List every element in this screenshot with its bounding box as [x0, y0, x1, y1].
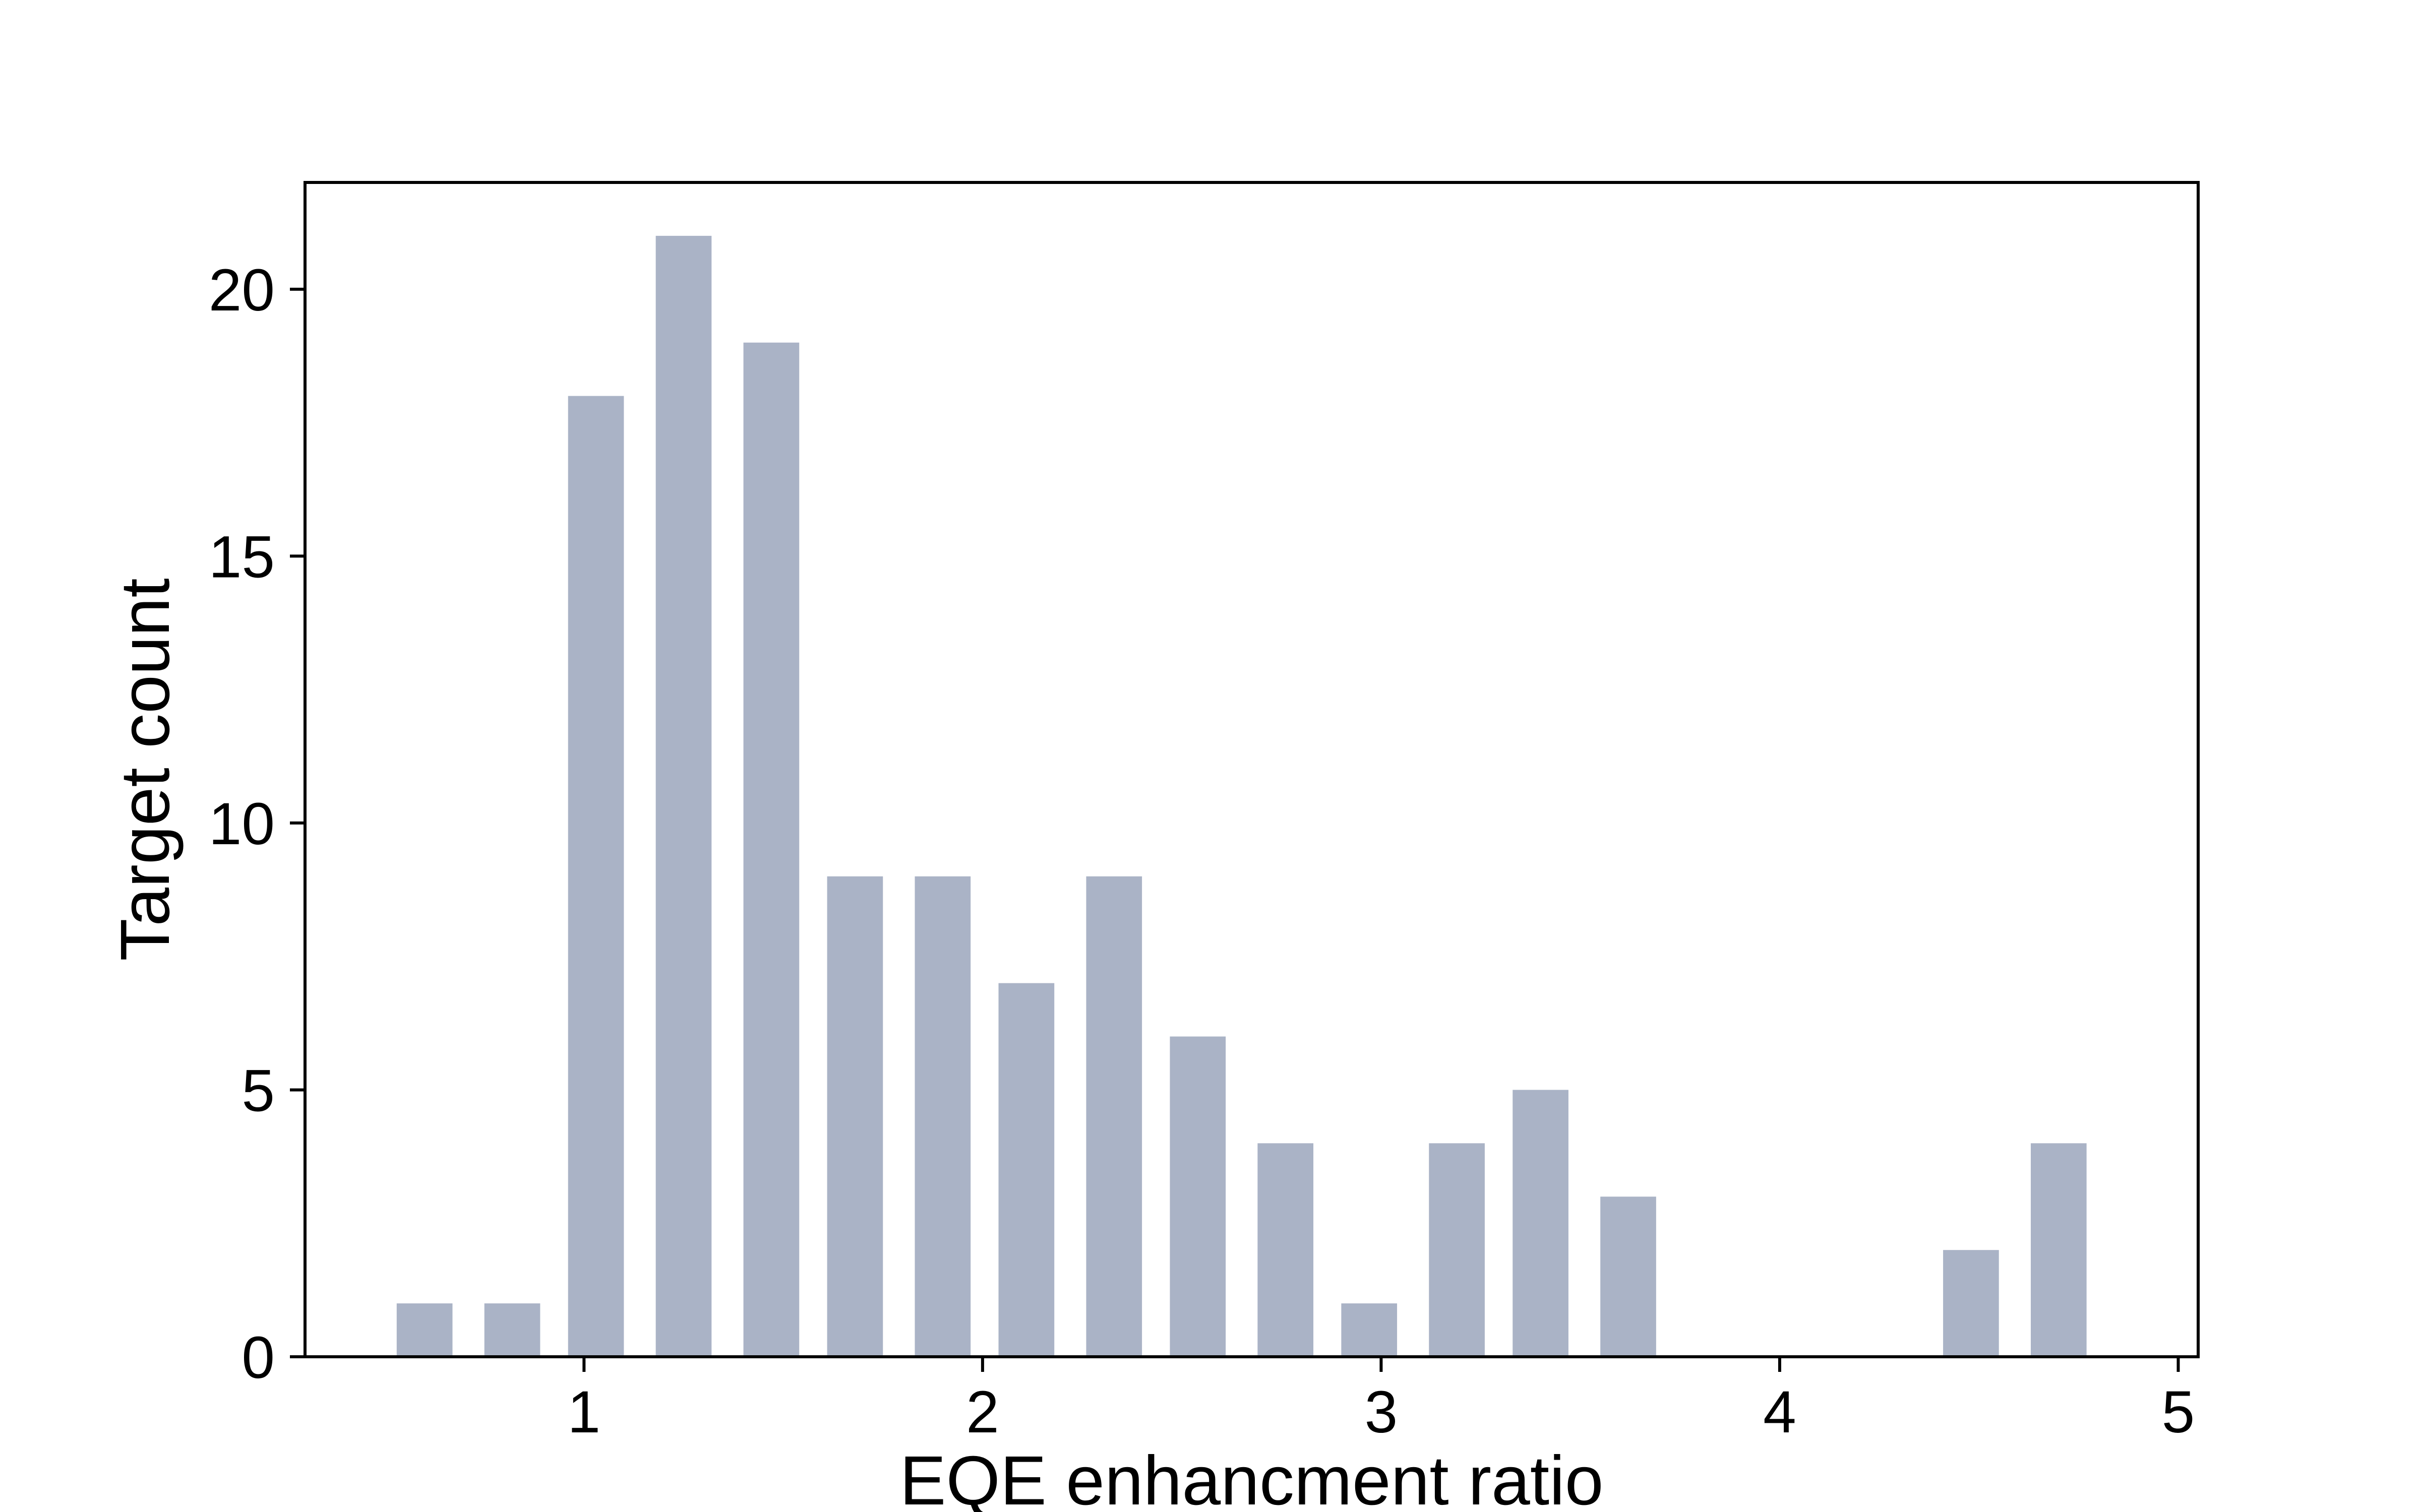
- bar: [915, 876, 971, 1357]
- y-tick-label: 5: [241, 1057, 275, 1124]
- bar: [1600, 1196, 1656, 1357]
- bar: [1429, 1143, 1485, 1357]
- x-tick-label: 2: [966, 1379, 999, 1445]
- bar: [1257, 1143, 1314, 1357]
- bar: [2030, 1143, 2087, 1357]
- x-axis-ticks: 1 2 3 4 5: [568, 1357, 2195, 1445]
- x-tick-label: 3: [1365, 1379, 1398, 1445]
- x-tick-label: 1: [568, 1379, 601, 1445]
- bar: [1086, 876, 1142, 1357]
- bar: [484, 1303, 540, 1357]
- bar: [998, 983, 1055, 1357]
- y-tick-label: 0: [241, 1325, 275, 1391]
- bar: [1170, 1036, 1226, 1357]
- bars-group: [396, 235, 2087, 1357]
- bar: [1341, 1303, 1398, 1357]
- bar: [743, 342, 800, 1357]
- y-tick-label: 15: [209, 524, 275, 590]
- x-tick-label: 5: [2162, 1379, 2195, 1445]
- bar: [568, 396, 624, 1357]
- y-tick-label: 20: [209, 257, 275, 324]
- x-tick-label: 4: [1763, 1379, 1796, 1445]
- y-axis-label: Target count: [106, 578, 184, 961]
- bar: [655, 235, 712, 1357]
- bar: [827, 876, 883, 1357]
- bar: [1512, 1090, 1568, 1357]
- bar: [1943, 1250, 1999, 1357]
- plot-frame: [304, 181, 2200, 1358]
- x-axis-label: EQE enhancment ratio: [899, 1442, 1603, 1512]
- y-tick-label: 10: [209, 791, 275, 857]
- y-axis-ticks: 0 5 10 15 20: [209, 257, 305, 1391]
- bar: [396, 1303, 453, 1357]
